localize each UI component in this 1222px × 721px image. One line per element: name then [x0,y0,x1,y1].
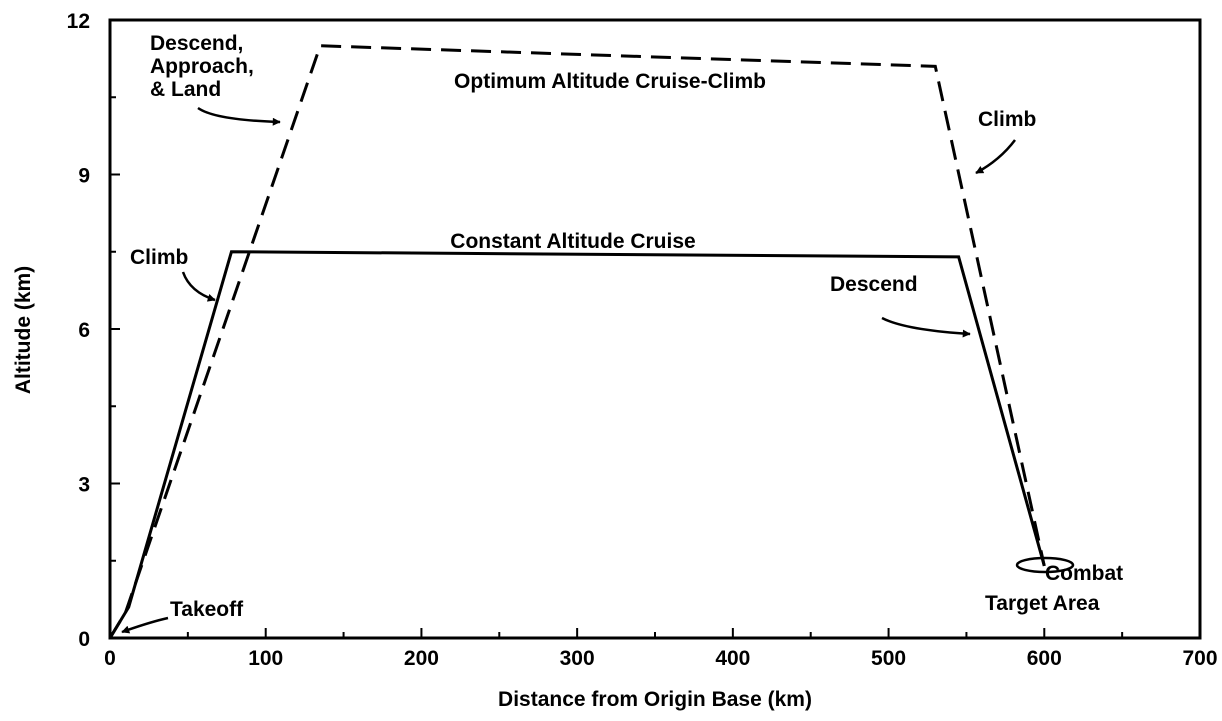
arrow [121,616,169,634]
x-tick-label: 600 [1027,647,1062,670]
series-label: Constant Altitude Cruise [450,230,695,253]
y-axis-title: Altitude (km) [12,266,35,394]
y-tick-label: 3 [78,474,90,497]
annotation: Climb [978,108,1036,131]
target-area-marker [1015,556,1075,574]
series-line [108,250,1046,639]
arrow [181,271,216,302]
x-tick-label: 100 [248,647,283,670]
series-label: Optimum Altitude Cruise-Climb [454,70,766,93]
arrows [121,106,1016,634]
x-tick-label: 500 [871,647,906,670]
arrow [975,139,1016,175]
annotation: Combat [1045,562,1123,585]
x-tick-label: 300 [560,647,595,670]
x-axis-title: Distance from Origin Base (km) [498,688,812,711]
y-tick-label: 0 [78,628,90,651]
x-tick-label: 400 [715,647,750,670]
annotation: Climb [130,246,188,269]
series-line [108,44,1046,639]
annotation: Descend, [150,32,243,55]
x-tick-label: 700 [1182,647,1217,670]
annotation: Target Area [985,592,1100,615]
plot-frame [108,18,1202,640]
arrow [881,316,971,338]
annotation: & Land [150,78,221,101]
y-tick-label: 6 [78,319,90,342]
annotation: Approach, [150,55,254,78]
annotation: Descend [830,273,918,296]
y-tick-label: 12 [67,10,90,33]
y-tick-label: 9 [78,165,90,188]
x-tick-label: 200 [404,647,439,670]
x-tick-label: 0 [104,647,116,670]
arrow [197,106,281,126]
annotation: Takeoff [170,598,244,621]
